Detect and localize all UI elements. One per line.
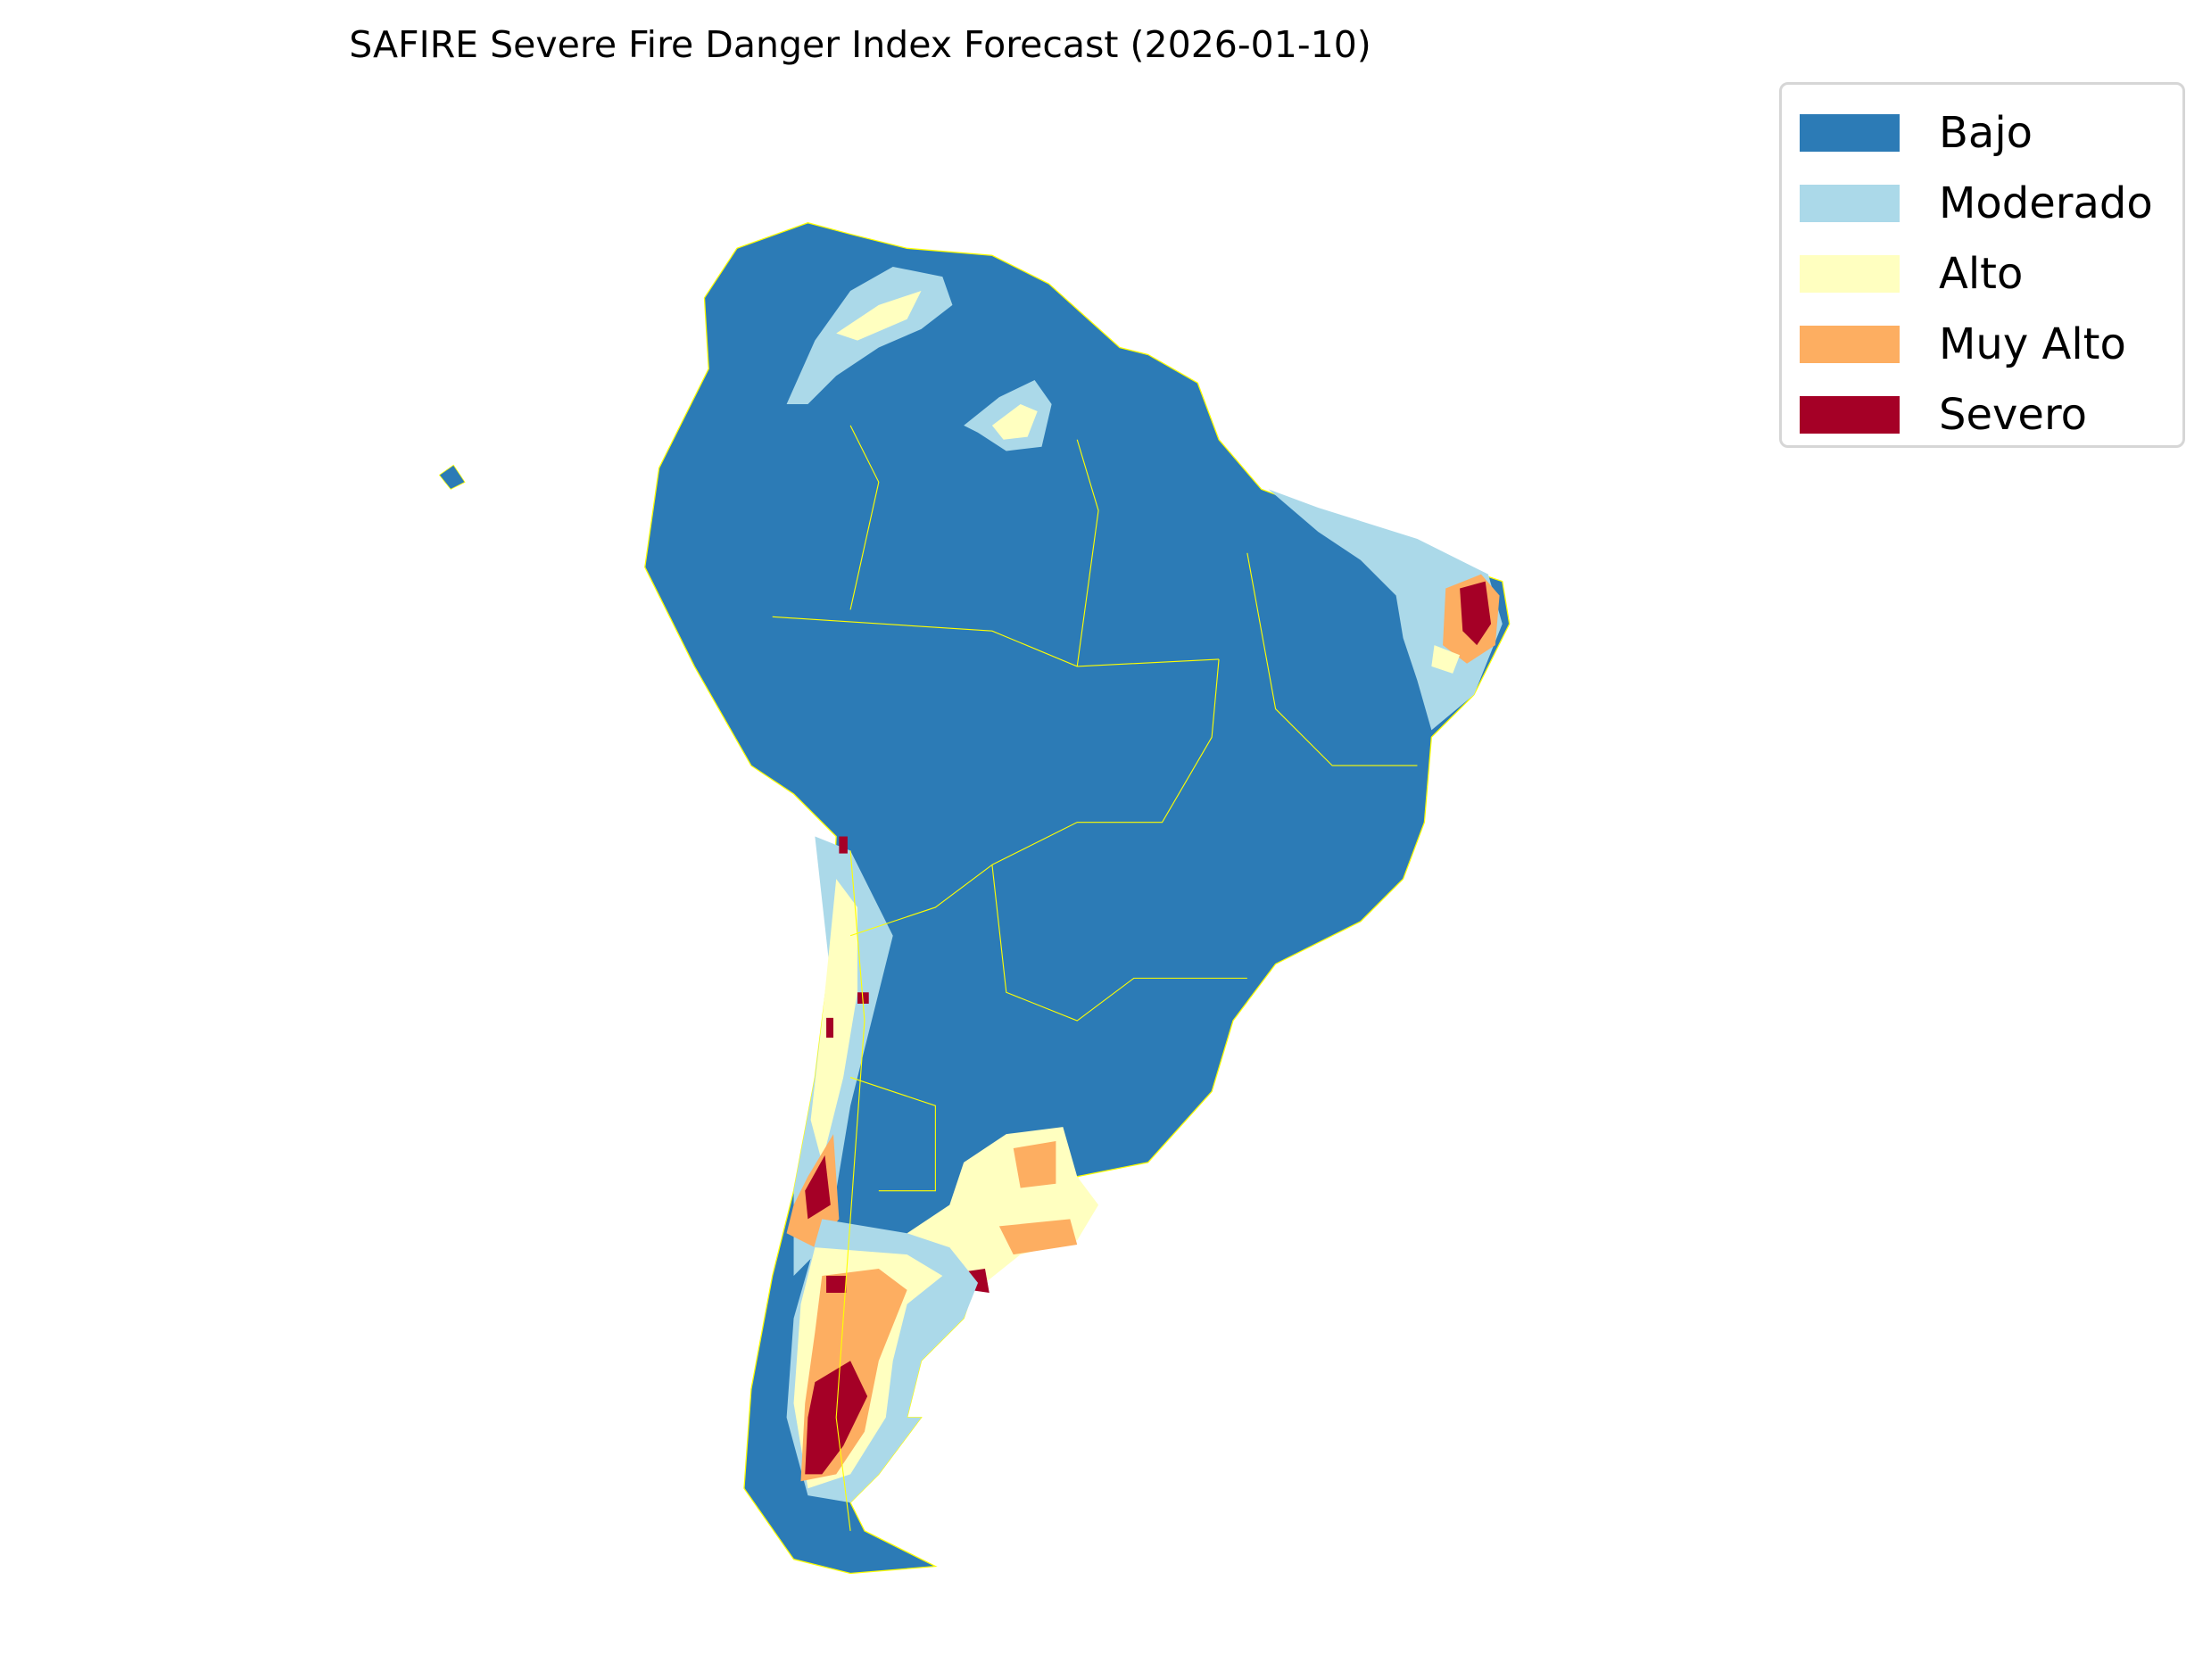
alto-area-chile — [810, 879, 858, 1163]
severo-area-ne-brazil — [1460, 581, 1492, 646]
severo-spot-chile — [839, 836, 848, 854]
legend-label: Muy Alto — [1939, 319, 2126, 369]
legend-swatch-muy-alto — [1800, 326, 1900, 363]
legend: Bajo Moderado Alto Muy Alto Severo — [1779, 82, 2185, 448]
country-borders — [772, 425, 1418, 1531]
severo-area-chile — [805, 1154, 831, 1220]
alto-area-ne-brazil — [1431, 645, 1461, 674]
legend-item-bajo: Bajo — [1800, 108, 2033, 158]
legend-swatch-severo — [1800, 396, 1900, 434]
map-title: SAFIRE Severe Fire Danger Index Forecast… — [349, 23, 1371, 66]
legend-label: Bajo — [1939, 108, 2033, 158]
legend-label: Alto — [1939, 249, 2024, 299]
severo-spot-patagonia — [826, 1275, 847, 1294]
legend-item-muy-alto: Muy Alto — [1800, 319, 2126, 369]
legend-label: Severo — [1939, 390, 2087, 440]
legend-item-alto: Alto — [1800, 249, 2023, 299]
legend-item-severo: Severo — [1800, 390, 2087, 440]
legend-label: Moderado — [1939, 178, 2153, 228]
island-galapagos — [438, 464, 466, 490]
muy-alto-area-buenos-aires — [1013, 1141, 1056, 1188]
legend-swatch-bajo — [1800, 114, 1900, 152]
continent-bajo-area — [644, 222, 1511, 1575]
legend-swatch-alto — [1800, 255, 1900, 293]
legend-item-moderado: Moderado — [1800, 178, 2153, 228]
muy-alto-area-buenos-aires-south — [998, 1219, 1078, 1255]
legend-swatch-moderado — [1800, 185, 1900, 222]
severo-spot-chile — [826, 1017, 834, 1039]
alto-area-guyana — [991, 404, 1038, 440]
alto-area-venezuela — [836, 290, 922, 341]
